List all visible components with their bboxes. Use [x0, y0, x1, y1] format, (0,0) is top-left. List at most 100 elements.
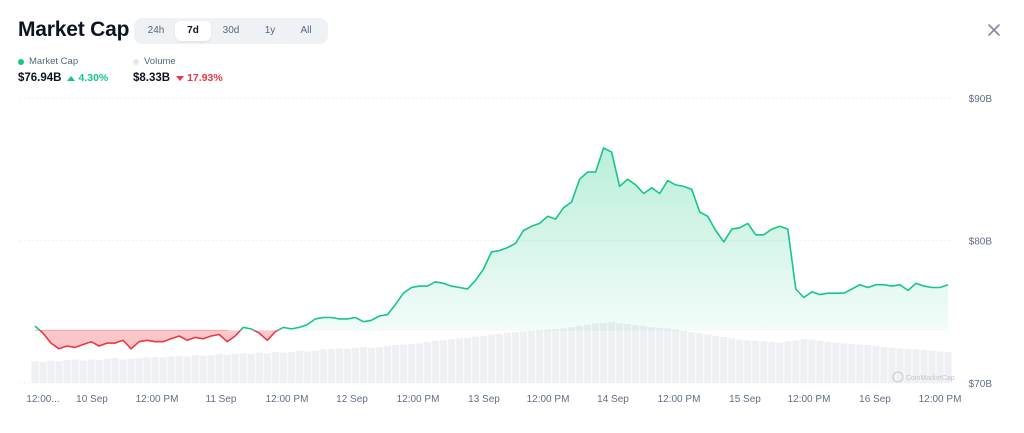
volume-bar: [87, 359, 95, 383]
tab-30d[interactable]: 30d: [222, 25, 240, 36]
volume-bar: [103, 358, 111, 383]
volume-stat: $8.33B 17.93%: [133, 72, 223, 84]
volume-bar: [816, 340, 824, 383]
volume-bar: [367, 347, 375, 383]
volume-bar: [415, 343, 424, 383]
volume-bar: [199, 355, 207, 383]
volume-bar: [592, 323, 600, 383]
volume-bar: [808, 339, 816, 383]
volume-bar: [792, 340, 800, 383]
volume-bar: [231, 353, 239, 383]
volume-bar: [656, 327, 664, 383]
x-tick-label: 12:00 PM: [658, 394, 701, 405]
coinmarketcap-logo-icon: [892, 371, 904, 383]
timeframe-tabs: 24h 7d 30d 1y All: [134, 18, 328, 44]
x-tick-label: 12:00 PM: [397, 394, 440, 405]
volume-bar: [191, 355, 199, 383]
x-tick-label: 16 Sep: [859, 394, 891, 405]
volume-bar: [511, 332, 520, 383]
tab-1y[interactable]: 1y: [264, 25, 276, 36]
tab-all[interactable]: All: [300, 25, 312, 36]
volume-bar: [728, 338, 736, 383]
legend-market-cap: Market Cap: [18, 56, 78, 67]
volume-bar: [431, 340, 440, 383]
volume-bar: [127, 358, 135, 383]
x-tick-label: 13 Sep: [468, 394, 500, 405]
x-tick-label: 10 Sep: [76, 394, 108, 405]
volume-bar: [487, 334, 496, 383]
volume-bar: [63, 360, 71, 383]
volume-bar: [551, 329, 560, 383]
market-cap-change: 4.30%: [67, 72, 108, 84]
market-cap-change-text: 4.30%: [78, 72, 109, 84]
caret-up-icon: [67, 75, 76, 81]
volume-bar: [111, 358, 119, 383]
volume-bar: [119, 359, 127, 383]
volume-bar: [263, 353, 271, 383]
tab-24h[interactable]: 24h: [147, 25, 165, 36]
volume-bar: [519, 331, 528, 383]
volume-bar: [936, 351, 944, 383]
volume-bar: [175, 355, 183, 383]
volume-bar: [407, 343, 416, 383]
volume-bar: [31, 361, 39, 383]
volume-change-text: 17.93%: [187, 72, 223, 84]
y-tick-label: $80B: [969, 237, 993, 248]
area-fills: [35, 147, 948, 349]
volume-bar: [447, 338, 456, 383]
volume-bar: [255, 352, 263, 383]
volume-bar: [584, 324, 592, 383]
volume-bar: [503, 332, 512, 383]
volume-bar: [600, 322, 608, 383]
volume-bar: [71, 359, 79, 383]
volume-bar: [920, 350, 928, 383]
volume-bar: [848, 343, 856, 383]
volume-bar: [856, 344, 864, 383]
volume-bar: [79, 360, 87, 383]
market-cap-line-down: [38, 330, 280, 350]
volume-bar: [335, 348, 343, 383]
volume-bar: [303, 351, 311, 383]
volume-bar: [888, 347, 896, 383]
volume-bar: [616, 323, 624, 383]
volume-bar: [928, 350, 936, 383]
volume-bar: [768, 342, 776, 383]
volume-bar: [167, 356, 175, 383]
page-title: Market Cap: [18, 18, 130, 41]
volume-bar: [784, 341, 792, 383]
volume-bar: [880, 347, 888, 383]
y-tick-label: $90B: [969, 94, 993, 105]
volume-bar: [872, 345, 880, 383]
volume-bar: [55, 361, 63, 383]
volume-bar: [680, 330, 688, 383]
volume-bar: [463, 337, 472, 383]
volume-bar: [375, 347, 383, 383]
volume-bar: [864, 345, 872, 383]
x-tick-label: 12:00...: [26, 394, 59, 405]
volume-bar: [632, 325, 640, 383]
legend-volume-label: Volume: [144, 56, 176, 67]
volume-bar: [559, 328, 568, 383]
volume-bar: [471, 336, 480, 383]
volume-bar: [824, 342, 832, 383]
volume-bar: [776, 342, 784, 383]
area-above-baseline: [35, 147, 948, 331]
volume-series: [31, 322, 952, 383]
tab-7d[interactable]: 7d: [175, 21, 211, 41]
volume-bar: [239, 353, 247, 383]
volume-bar: [760, 341, 768, 383]
volume-bar: [736, 339, 744, 383]
volume-bar: [535, 330, 544, 383]
volume-bar: [279, 352, 287, 383]
volume-bar: [215, 353, 223, 383]
caret-down-icon: [176, 75, 185, 81]
volume-bar: [343, 348, 351, 383]
volume-bar: [800, 338, 808, 383]
volume-bar: [912, 349, 920, 383]
volume-bar: [720, 337, 728, 383]
volume-bar: [688, 332, 696, 383]
volume-bar: [455, 338, 464, 383]
close-icon[interactable]: [986, 22, 1002, 38]
volume-change: 17.93%: [176, 72, 223, 84]
